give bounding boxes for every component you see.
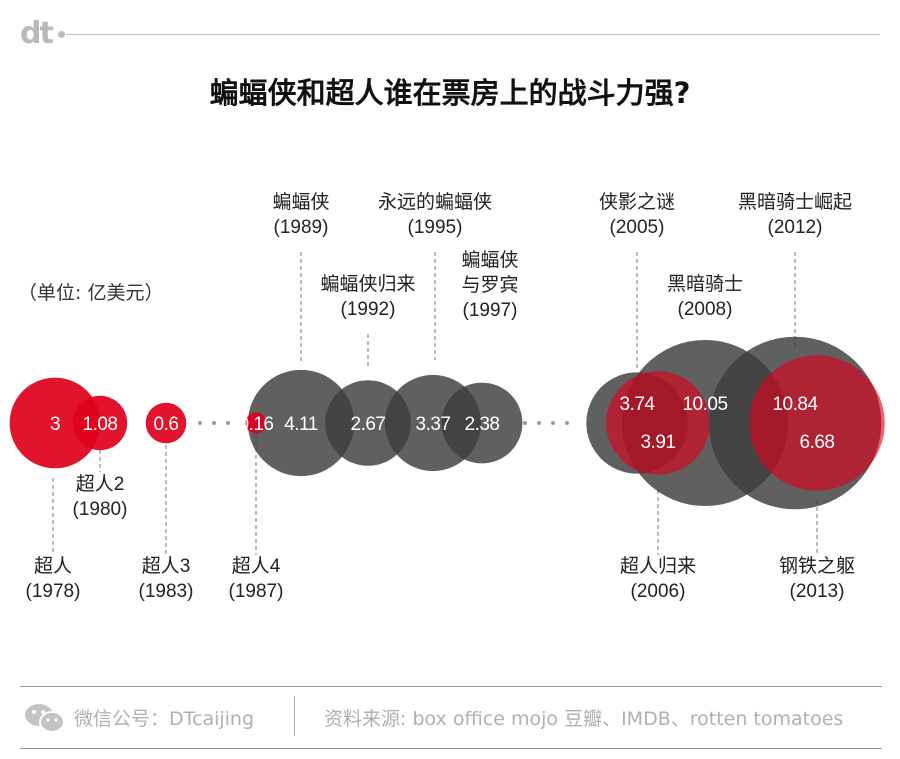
- film-label: 蝙蝠侠 (1989): [272, 191, 329, 238]
- value-label: 0.6: [154, 414, 179, 435]
- value-label: 1.08: [83, 414, 118, 435]
- film-name: 与罗宾: [461, 274, 518, 296]
- bubble-batman: [325, 380, 411, 466]
- film-name: 钢铁之躯: [779, 555, 855, 577]
- footer-rule-top: [20, 686, 882, 687]
- value-label: 3.74: [620, 394, 656, 415]
- value-label: 6.68: [800, 432, 835, 453]
- film-label: 钢铁之躯 (2013): [779, 555, 855, 602]
- film-name: 蝙蝠侠: [272, 191, 329, 213]
- bubble-superman: [145, 402, 187, 444]
- bubble-superman: [606, 371, 710, 475]
- film-year: (1978): [26, 581, 81, 602]
- dt-logo: dt: [20, 16, 54, 51]
- film-label: 蝙蝠侠与罗宾 (1997): [461, 249, 518, 321]
- value-label: 0.16: [239, 414, 274, 435]
- bubble-batman: [441, 382, 523, 464]
- film-name: 永远的蝙蝠侠: [378, 191, 492, 213]
- film-year: (1995): [408, 217, 463, 238]
- film-label: 永远的蝙蝠侠 (1995): [378, 191, 492, 238]
- value-label: 3: [50, 414, 60, 435]
- film-name: 超人: [34, 555, 72, 577]
- value-label: 10.84: [772, 394, 818, 415]
- film-label: 超人3 (1983): [139, 555, 194, 602]
- film-label: 蝙蝠侠归来 (1992): [320, 273, 415, 320]
- bubble-superman: [9, 377, 101, 469]
- film-year: (2013): [790, 581, 845, 602]
- film-name: 超人4: [232, 555, 281, 577]
- film-year: (2006): [631, 581, 686, 602]
- bubble-superman: [72, 395, 128, 451]
- film-year: (2005): [610, 217, 665, 238]
- film-year: (1987): [229, 581, 284, 602]
- film-year: (1989): [274, 217, 329, 238]
- film-year: (1980): [73, 499, 128, 520]
- film-label: 超人2 (1980): [73, 473, 128, 520]
- value-label: 4.11: [284, 414, 318, 435]
- footer-rule-bottom: [20, 748, 882, 749]
- data-source: 资料来源: box office mojo 豆瓣、IMDB、rotten tom…: [324, 708, 844, 730]
- film-label: 黑暗骑士 (2008): [667, 273, 743, 320]
- film-name: 超人3: [142, 555, 191, 577]
- value-label: 10.05: [682, 394, 727, 415]
- film-year: (2008): [678, 299, 733, 320]
- film-year: (2012): [768, 217, 823, 238]
- film-label: 超人 (1978): [26, 555, 81, 602]
- film-label: 侠影之谜 (2005): [599, 191, 675, 238]
- film-name: 超人2: [76, 473, 125, 495]
- film-year: (1983): [139, 581, 194, 602]
- film-year: (1992): [341, 299, 396, 320]
- header-rule: [66, 34, 880, 35]
- film-name: 黑暗骑士崛起: [738, 191, 852, 213]
- value-label: 2.38: [465, 414, 500, 435]
- unit-label: （单位: 亿美元）: [18, 282, 164, 304]
- film-year: (1997): [463, 300, 518, 321]
- bubble-chart: 3 1.08 0.6 0.16 4.11 2.67 3.37 2.38 3.74 3.91 10.0…: [9, 191, 885, 602]
- value-label: 2.67: [351, 414, 386, 435]
- film-label: 超人4 (1987): [229, 555, 284, 602]
- wechat-icon: [25, 704, 65, 733]
- value-label: 3.91: [641, 432, 676, 453]
- bubble-batman: [247, 369, 355, 477]
- film-name: 超人归来: [620, 555, 696, 577]
- film-name: 黑暗骑士: [667, 273, 743, 295]
- film-name: 蝙蝠侠: [461, 249, 518, 271]
- header-rule-dot: [58, 31, 65, 38]
- chart-title: 蝙蝠侠和超人谁在票房上的战斗力强?: [209, 76, 691, 110]
- film-label: 黑暗骑士崛起 (2012): [738, 191, 852, 238]
- bubble-superman: [749, 355, 885, 491]
- wechat-account: 微信公号：DTcaijing: [74, 708, 255, 730]
- film-name: 蝙蝠侠归来: [320, 273, 415, 295]
- film-label: 超人归来 (2006): [620, 555, 696, 602]
- footer-divider: [294, 696, 295, 736]
- value-label: 3.37: [416, 414, 451, 435]
- film-name: 侠影之谜: [599, 191, 675, 213]
- bubble-superman: [245, 412, 267, 434]
